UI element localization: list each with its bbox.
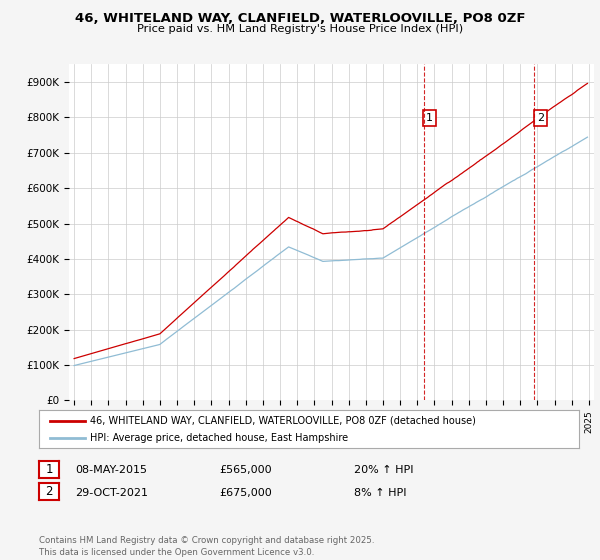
Text: Contains HM Land Registry data © Crown copyright and database right 2025.
This d: Contains HM Land Registry data © Crown c… [39,536,374,557]
Text: 20% ↑ HPI: 20% ↑ HPI [354,465,413,475]
Text: 08-MAY-2015: 08-MAY-2015 [75,465,147,475]
Text: 1: 1 [46,463,53,476]
Text: £565,000: £565,000 [219,465,272,475]
Text: 2: 2 [46,485,53,498]
Text: 8% ↑ HPI: 8% ↑ HPI [354,488,407,498]
Text: 29-OCT-2021: 29-OCT-2021 [75,488,148,498]
Text: Price paid vs. HM Land Registry's House Price Index (HPI): Price paid vs. HM Land Registry's House … [137,24,463,34]
Text: £675,000: £675,000 [219,488,272,498]
Text: 1: 1 [426,113,433,123]
Text: 46, WHITELAND WAY, CLANFIELD, WATERLOOVILLE, PO8 0ZF (detached house): 46, WHITELAND WAY, CLANFIELD, WATERLOOVI… [90,416,476,426]
Text: HPI: Average price, detached house, East Hampshire: HPI: Average price, detached house, East… [90,433,349,444]
Text: 46, WHITELAND WAY, CLANFIELD, WATERLOOVILLE, PO8 0ZF: 46, WHITELAND WAY, CLANFIELD, WATERLOOVI… [75,12,525,25]
Text: 2: 2 [537,113,544,123]
